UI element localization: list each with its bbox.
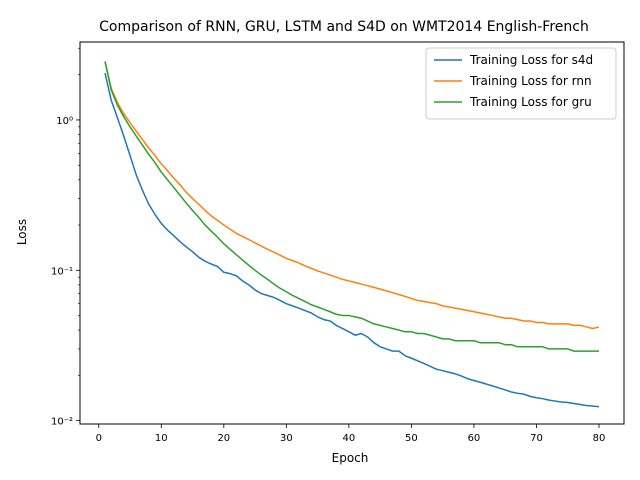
series-layer — [104, 61, 600, 408]
x-tick-label: 10 — [155, 433, 168, 444]
axes-frame — [79, 41, 625, 425]
series-line-s4d — [104, 72, 600, 408]
y-axis-label: Loss — [15, 219, 29, 245]
series-line-rnn — [104, 61, 600, 330]
x-tick-label: 40 — [343, 433, 356, 444]
chart-title: Comparison of RNN, GRU, LSTM and S4D on … — [99, 19, 589, 35]
x-tick-label: 50 — [405, 433, 418, 444]
x-tick-label: 70 — [530, 433, 543, 444]
y-tick-label: 10⁻² — [51, 417, 73, 428]
x-tick-label: 30 — [280, 433, 293, 444]
series-line-gru — [104, 61, 599, 352]
x-tick-label: 60 — [468, 433, 481, 444]
x-tick-label: 20 — [217, 433, 230, 444]
legend-box — [425, 47, 617, 120]
legend-label-rnn: Training Loss for rnn — [469, 74, 592, 88]
y-axis-ticks: 10⁻² 10⁻¹ 10⁰ — [51, 47, 80, 428]
y-tick-label: 10⁰ — [56, 116, 73, 127]
x-axis-ticks: 0 10 20 30 40 50 60 70 80 — [96, 424, 606, 444]
legend: Training Loss for s4d Training Loss for r… — [425, 47, 617, 120]
x-axis-label: Epoch — [332, 451, 369, 465]
x-tick-label: 80 — [593, 433, 606, 444]
legend-label-gru: Training Loss for gru — [469, 95, 592, 109]
legend-label-s4d: Training Loss for s4d — [469, 53, 593, 67]
y-tick-label: 10⁻¹ — [51, 266, 73, 277]
x-tick-label: 0 — [96, 433, 102, 444]
